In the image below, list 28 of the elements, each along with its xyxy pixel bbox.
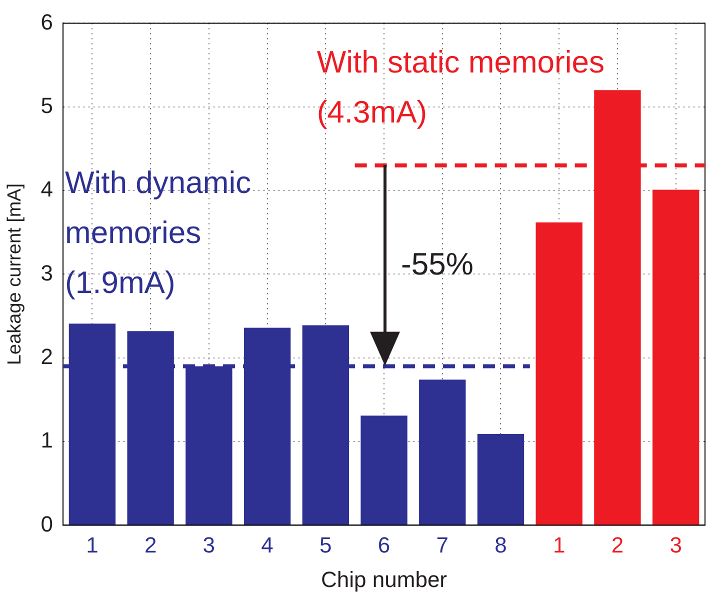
y-tick-label: 4: [40, 176, 54, 202]
y-axis-title: Leakage current [mA]: [4, 183, 26, 366]
y-tick-label: 3: [40, 260, 54, 286]
y-tick-label: 1: [40, 428, 54, 453]
bar: [652, 190, 700, 525]
x-tick-label: 1: [86, 532, 98, 558]
x-tick-label: 3: [202, 532, 216, 558]
y-tick-label: 2: [40, 344, 54, 369]
y-tick-label: 6: [40, 9, 54, 34]
x-tick-label: 3: [670, 532, 682, 558]
x-axis-title: Chip number: [321, 566, 447, 592]
annotation: -55%: [401, 246, 474, 282]
bar: [419, 380, 466, 525]
x-tick-label: 6: [378, 532, 390, 558]
x-tick-label: 2: [611, 532, 624, 558]
x-tick-label: 5: [320, 532, 332, 558]
x-tick-label: 4: [261, 532, 274, 558]
bar: [536, 222, 582, 525]
x-tick-label: 1: [552, 532, 566, 558]
ref-line-label: With static memories (4.3mA): [316, 44, 605, 130]
bar: [477, 434, 524, 525]
x-tick-label: 2: [144, 532, 157, 558]
ref-line-label: With dynamic memories (1.9mA): [65, 165, 252, 300]
x-tick-label: 8: [494, 532, 507, 558]
x-tick-label: 7: [436, 532, 449, 558]
y-tick-label: 0: [40, 511, 54, 536]
bar: [360, 416, 408, 525]
y-tick-label: 5: [40, 92, 54, 118]
